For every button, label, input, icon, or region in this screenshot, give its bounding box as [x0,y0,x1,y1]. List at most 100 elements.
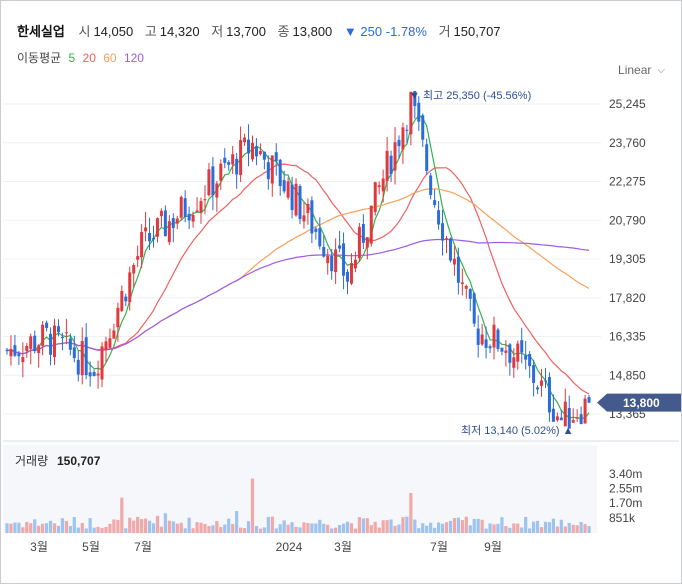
volume-bar [250,478,255,533]
volume-bar [266,516,270,533]
candle [29,333,33,365]
volume-bar [48,520,53,533]
candle-body [520,340,524,353]
candle [310,196,314,244]
candle [171,213,175,243]
volume-tick-label: 2.55m [609,482,642,496]
volume-bar [203,524,207,533]
candle [528,351,532,378]
candle-body [389,155,393,175]
change-percent: -1.78% [385,24,427,39]
volume-bar [215,521,219,533]
candle [425,138,429,175]
candle [361,214,365,250]
volume-bar [306,523,310,533]
high-value: 14,320 [159,24,200,39]
volume-bar [393,525,397,533]
candle [306,198,310,225]
candle [64,318,68,345]
candle-body [274,152,278,162]
candle [357,223,361,262]
candle [96,360,100,389]
candle [559,410,563,421]
volume-bar [349,523,354,533]
candle-body [468,289,472,299]
candle [587,394,591,404]
volume-bar [543,521,548,533]
volume-bar [504,526,508,533]
candle-body [306,203,310,214]
candle [373,181,377,216]
volume-bar [421,523,425,533]
volume-bar [389,519,393,533]
chevron-down-icon: ⌵ [657,65,665,76]
price-tick-label: 23,760 [609,136,646,150]
candle-body [183,198,187,217]
ma-60-item[interactable]: 60 [103,51,117,65]
ma-120-item[interactable]: 120 [123,51,144,65]
volume-bar [163,513,167,533]
candle-body [456,256,460,283]
volume-bar [559,519,563,533]
change-value: 250 [360,24,383,39]
candle-body [425,144,429,171]
candle [211,157,215,211]
volume-bar [80,522,84,533]
volume-bar [104,527,108,533]
candle [433,189,437,208]
low-annotation: 최저 13,140 (5.02%) ▲ [461,424,573,437]
volume-bar [37,525,41,533]
candle-body [571,420,575,423]
candle-body [104,341,108,350]
ma-20-item[interactable]: 20 [82,51,96,65]
scale-select[interactable]: Linear ⌵ [618,63,665,77]
candle-body [476,328,480,345]
candle-body [302,215,306,222]
candle-body [429,175,433,195]
candle-body [413,90,417,107]
candle-body [528,354,532,367]
volume-bar [500,517,504,533]
ma-5-item[interactable]: 5 [68,51,76,65]
candle-body [365,237,369,248]
candle [508,343,512,376]
volume-bar [100,527,104,533]
volume-bar [171,521,175,533]
candle-body [179,196,183,218]
volume-bar [124,528,128,533]
moving-average-lines [6,114,590,420]
candle [397,135,401,159]
candle-body [136,256,140,260]
candle [179,195,183,221]
candle-body [203,199,207,201]
candle-body [575,417,579,419]
candle-body [243,137,247,143]
volume-bar [334,527,338,533]
candle-body [171,218,175,229]
candle [270,155,274,197]
candle [92,369,96,377]
current-price-label: 13,800 [623,396,660,410]
candle-body [508,344,512,363]
candle-body [322,246,326,257]
candle [417,96,421,131]
candle-body [60,337,64,339]
moving-average-legend[interactable]: 이동평균 5 20 60 120 [17,49,148,66]
candle-body [540,380,544,386]
candle [227,160,231,171]
volume-bar [555,526,559,533]
candle-body [155,218,159,237]
volume-bar [571,524,575,533]
candle-body [247,139,251,154]
price-tick-label: 19,305 [609,252,646,266]
volume-bar [227,518,231,533]
volume-bar [464,516,468,533]
candle [195,197,199,213]
candle [318,217,322,250]
candle [346,269,350,295]
candle-body [290,184,294,211]
candle-body [464,285,468,289]
candle-body [258,151,262,155]
candle [401,122,405,164]
